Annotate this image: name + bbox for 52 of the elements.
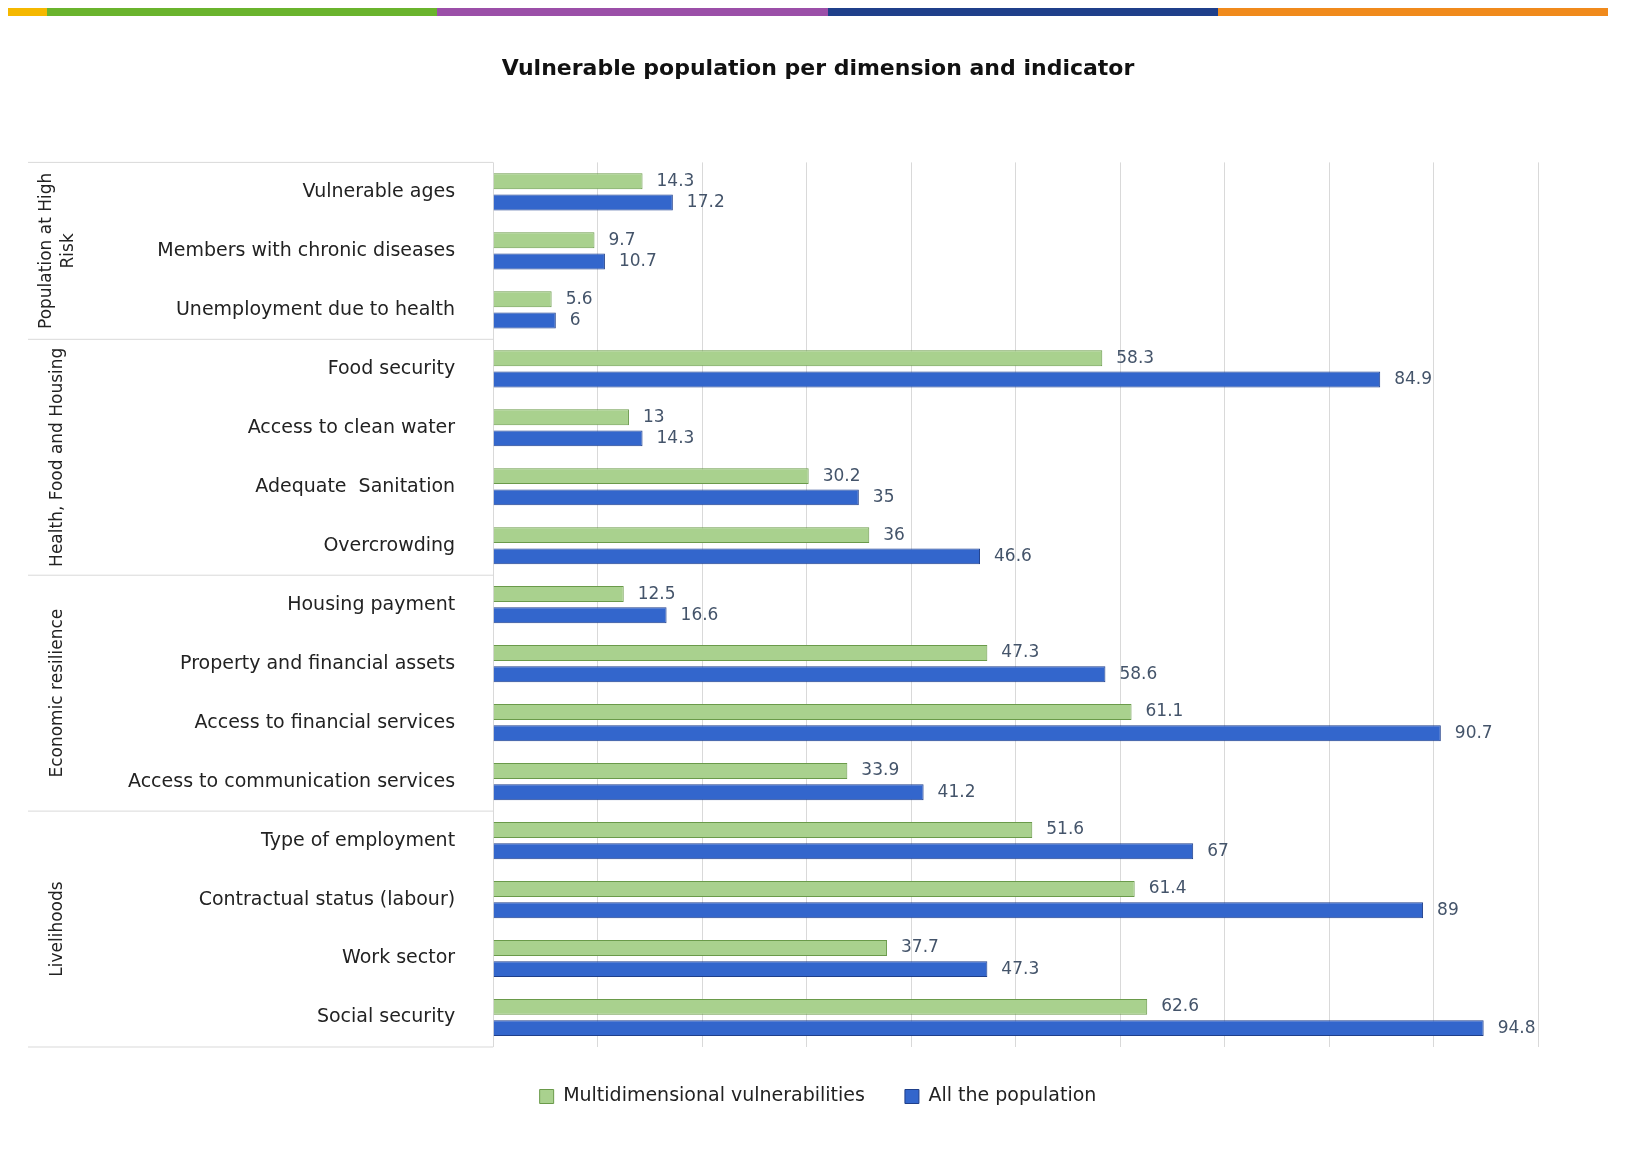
text: Health, Food and Housing — [46, 347, 67, 567]
data-label: 16.6 — [680, 603, 719, 624]
data-label: 41.2 — [937, 780, 976, 801]
text: Livelihoods — [46, 881, 67, 977]
data-label: 47.3 — [1001, 641, 1040, 662]
data-label: 5.6 — [565, 287, 593, 308]
data-label: 9.7 — [608, 228, 636, 249]
y-tick-label: Overcrowding — [323, 532, 456, 555]
y-tick-label: Adequate Sanitation — [255, 473, 456, 496]
data-label: 33.9 — [861, 759, 900, 780]
data-label: 10.7 — [618, 249, 657, 270]
data-label: 35 — [872, 485, 895, 506]
data-label: 58.3 — [1116, 346, 1155, 367]
legend-label: Multidimensional vulnerabilities — [563, 1083, 865, 1106]
data-label: 51.6 — [1046, 818, 1085, 839]
data-label: 84.9 — [1394, 367, 1433, 388]
y-tick-label: Contractual status (labour) — [198, 886, 456, 909]
data-label: 90.7 — [1454, 721, 1493, 742]
data-label: 89 — [1437, 898, 1459, 919]
chart-title: Vulnerable population per dimension and indicator — [501, 54, 1135, 80]
data-label: 58.6 — [1119, 662, 1158, 683]
y-tick-label: Housing payment — [287, 591, 456, 614]
y-tick-label: Work sector — [342, 945, 456, 968]
text: Economic resilience — [46, 608, 67, 778]
data-label: 6 — [569, 308, 581, 329]
y-tick-label: Members with chronic diseases — [157, 237, 456, 260]
data-label: 30.2 — [822, 464, 861, 485]
data-label: 94.8 — [1497, 1016, 1536, 1037]
y-tick-label: Vulnerable ages — [302, 178, 456, 201]
data-label: 67 — [1207, 839, 1229, 860]
y-tick-label: Food security — [327, 355, 456, 378]
legend-label: All the population — [928, 1083, 1097, 1106]
data-label: 14.3 — [656, 169, 695, 190]
y-tick-label: Access to clean water — [247, 414, 456, 437]
y-tick-label: Unemployment due to health — [175, 296, 456, 319]
data-label: 36 — [883, 523, 905, 544]
y-tick-label: Property and financial assets — [180, 650, 456, 673]
data-label: 46.6 — [994, 544, 1032, 565]
data-label: 12.5 — [637, 582, 676, 603]
data-label: 13 — [642, 405, 665, 426]
y-tick-label: Social security — [316, 1004, 456, 1027]
data-label: 37.7 — [901, 936, 939, 957]
data-label: 17.2 — [686, 190, 725, 211]
data-label: 61.4 — [1148, 877, 1187, 898]
data-label: 14.3 — [656, 426, 695, 447]
data-label: 61.1 — [1145, 700, 1184, 721]
y-tick-label: Type of employment — [259, 827, 456, 850]
data-label: 47.3 — [1001, 957, 1040, 978]
y-tick-label: Access to communication services — [127, 768, 456, 791]
data-label: 62.6 — [1161, 995, 1200, 1016]
text: Population at High Risk — [35, 172, 78, 329]
y-tick-label: Access to financial services — [194, 709, 456, 732]
